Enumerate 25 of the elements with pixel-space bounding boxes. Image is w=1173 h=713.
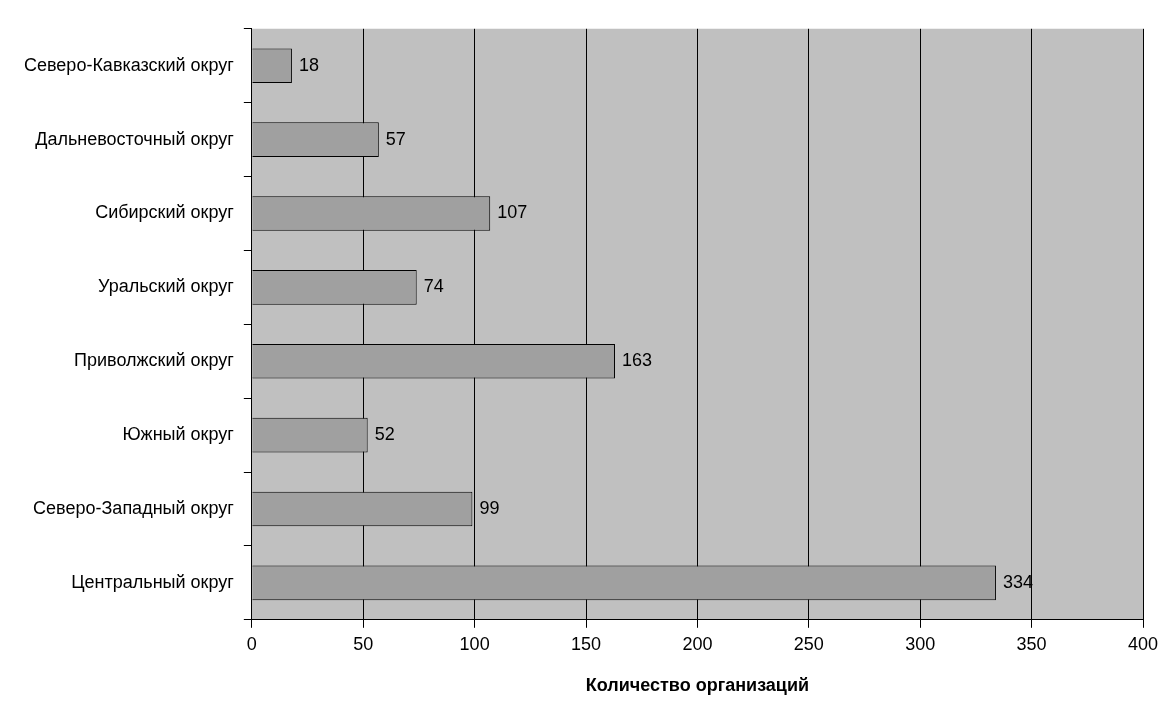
data-label: 18: [298, 54, 319, 75]
y-tick-label: Дальневосточный округ: [35, 128, 235, 149]
y-tick-label: Сибирский округ: [95, 202, 235, 223]
x-tick-label: 400: [1127, 633, 1159, 654]
x-tick-label: 200: [682, 633, 713, 654]
y-tick-label: Уральский округ: [98, 276, 235, 297]
y-tick-label: Северо-Кавказский округ: [23, 54, 235, 75]
x-tick-label: 300: [905, 633, 936, 654]
data-label: 74: [423, 276, 444, 297]
x-tick-label: 100: [459, 633, 490, 654]
y-tick-label: Южный округ: [122, 424, 235, 445]
x-tick-label: 350: [1016, 633, 1047, 654]
x-tick-label: 50: [353, 633, 374, 654]
data-label: 52: [374, 424, 395, 445]
y-tick-label: Северо-Западный округ: [33, 497, 235, 518]
x-axis-title: Количество организаций: [585, 675, 810, 696]
y-tick-label: Приволжский округ: [74, 350, 235, 371]
y-tick-label: Центральный округ: [71, 571, 235, 592]
data-label: 99: [479, 497, 500, 518]
data-label: 163: [621, 350, 653, 371]
data-label: 107: [497, 202, 528, 223]
data-label: 57: [385, 128, 406, 149]
x-tick-label: 250: [793, 633, 824, 654]
x-tick-label: 150: [571, 633, 602, 654]
x-tick-label: 0: [246, 633, 257, 654]
